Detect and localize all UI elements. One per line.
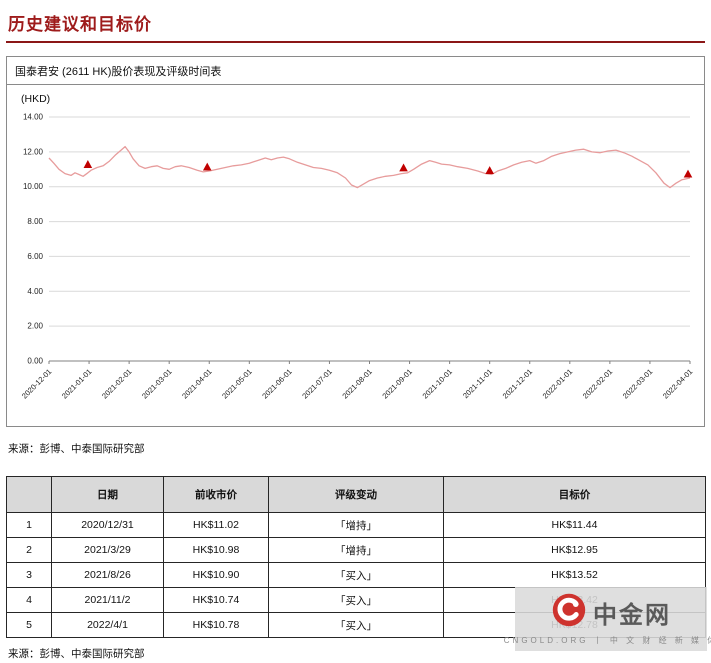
rating-cell: 「增持」: [268, 537, 444, 563]
chart-area: 0.00 2.00 4.00 6.00 8.00 10.00 12.00 14.00 2020-…: [7, 107, 704, 426]
svg-text:2021-12-01: 2021-12-01: [501, 367, 534, 400]
svg-text:2021-04-01: 2021-04-01: [180, 367, 213, 400]
page-title: 历史建议和目标价: [8, 15, 152, 34]
target-price-cell: HK$13.52: [443, 562, 706, 588]
watermark-subtext: CNGOLD.ORG 丨 中 文 财 经 新 媒 体: [503, 636, 711, 645]
svg-text:2021-03-01: 2021-03-01: [140, 367, 173, 400]
prev-close-cell: HK$11.02: [163, 512, 269, 538]
date-cell: 2020/12/31: [51, 512, 164, 538]
price-line-chart: 0.00 2.00 4.00 6.00 8.00 10.00 12.00 14.00 2020-…: [20, 113, 694, 401]
chart-source-text: 来源：彭博、中泰国际研究部: [8, 443, 145, 455]
date-cell: 2021/3/29: [51, 537, 164, 563]
svg-text:6.00: 6.00: [27, 252, 43, 261]
svg-text:2021-01-01: 2021-01-01: [60, 367, 93, 400]
svg-text:4.00: 4.00: [27, 287, 43, 296]
table-header-row: 日期 前收市价 评级变动 目标价: [6, 476, 706, 513]
row-index-cell: 5: [6, 612, 52, 638]
prev-close-cell: HK$10.98: [163, 537, 269, 563]
prev-close-cell: HK$10.74: [163, 587, 269, 613]
svg-text:2021-05-01: 2021-05-01: [220, 367, 253, 400]
table-row: 3 2021/8/26 HK$10.90 「买入」 HK$13.52: [6, 562, 706, 588]
prev-close-cell: HK$10.78: [163, 612, 269, 638]
svg-text:2020-12-01: 2020-12-01: [20, 367, 53, 400]
row-index-cell: 1: [6, 512, 52, 538]
row-index-cell: 2: [6, 537, 52, 563]
watermark-top-row: 中金网: [551, 592, 671, 633]
watermark-brand: 中金网: [593, 602, 671, 629]
svg-text:2021-11-01: 2021-11-01: [461, 367, 494, 400]
svg-text:2022-02-01: 2022-02-01: [581, 367, 614, 400]
svg-text:2021-09-01: 2021-09-01: [380, 367, 413, 400]
chart-title: 国泰君安 (2611 HK)股价表现及评级时间表: [7, 57, 704, 85]
svg-text:14.00: 14.00: [23, 113, 44, 122]
target-price-cell: HK$11.44: [443, 512, 706, 538]
cngold-logo-icon: [551, 592, 587, 633]
chart-unit-label: (HKD): [21, 93, 51, 105]
date-cell: 2021/8/26: [51, 562, 164, 588]
table-row: 2 2021/3/29 HK$10.98 「增持」 HK$12.95: [6, 537, 706, 563]
svg-text:10.00: 10.00: [23, 182, 44, 191]
header-target-price: 目标价: [443, 476, 706, 513]
rating-cell: 「买入」: [268, 562, 444, 588]
rating-cell: 「增持」: [268, 512, 444, 538]
svg-text:0.00: 0.00: [27, 357, 43, 366]
svg-text:12.00: 12.00: [23, 147, 44, 156]
svg-text:2021-07-01: 2021-07-01: [300, 367, 333, 400]
row-index-cell: 4: [6, 587, 52, 613]
svg-text:2021-08-01: 2021-08-01: [340, 367, 373, 400]
prev-close-cell: HK$10.90: [163, 562, 269, 588]
watermark-box: 中金网 CNGOLD.ORG 丨 中 文 财 经 新 媒 体: [504, 587, 711, 651]
rating-cell: 「买入」: [268, 587, 444, 613]
table-row: 1 2020/12/31 HK$11.02 「增持」 HK$11.44: [6, 512, 706, 538]
svg-text:2.00: 2.00: [27, 322, 43, 331]
svg-text:2022-03-01: 2022-03-01: [621, 367, 654, 400]
header-date: 日期: [51, 476, 164, 513]
title-rule: [6, 41, 705, 43]
target-price-cell: HK$12.95: [443, 537, 706, 563]
header-prev-close: 前收市价: [163, 476, 269, 513]
row-index-cell: 3: [6, 562, 52, 588]
rating-cell: 「买入」: [268, 612, 444, 638]
svg-text:8.00: 8.00: [27, 217, 43, 226]
svg-text:2021-02-01: 2021-02-01: [100, 367, 133, 400]
date-cell: 2022/4/1: [51, 612, 164, 638]
svg-text:2021-10-01: 2021-10-01: [421, 367, 454, 400]
header-rating-change: 评级变动: [268, 476, 444, 513]
price-chart-panel: 国泰君安 (2611 HK)股价表现及评级时间表 (HKD) 0.00 2.00 4…: [6, 56, 705, 427]
svg-text:2021-06-01: 2021-06-01: [260, 367, 293, 400]
svg-text:2022-04-01: 2022-04-01: [661, 367, 694, 400]
svg-text:2022-01-01: 2022-01-01: [541, 367, 574, 400]
date-cell: 2021/11/2: [51, 587, 164, 613]
header-index: [6, 476, 52, 513]
table-source-text: 来源：彭博、中泰国际研究部: [8, 648, 145, 660]
